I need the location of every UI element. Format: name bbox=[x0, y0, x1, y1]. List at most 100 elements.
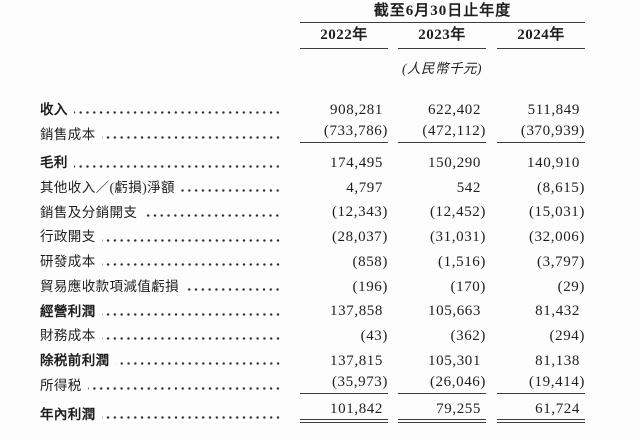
value-cell: 79,255 bbox=[398, 401, 486, 424]
value-cell: (12,343) bbox=[331, 204, 388, 221]
value-cell: (43) bbox=[360, 327, 388, 344]
table-row: 經營利潤 137,858 105,663 81,432 bbox=[40, 298, 585, 323]
dot-leader bbox=[180, 189, 281, 193]
row-label-zone: 毛利 bbox=[40, 155, 283, 171]
year-column-header: 2022年 bbox=[300, 27, 388, 49]
dot-leader bbox=[115, 362, 281, 366]
row-label-zone: 除税前利潤 bbox=[40, 353, 283, 369]
year-column-header: 2023年 bbox=[398, 27, 486, 49]
row-label-zone: 經營利潤 bbox=[40, 304, 283, 320]
period-header: 截至6月30日止年度 bbox=[300, 3, 585, 24]
table-row: 所得税 (35,973) (26,046) (19,414) bbox=[40, 372, 585, 397]
row-label: 除税前利潤 bbox=[40, 352, 110, 368]
table-row: 貿易應收款項減值虧損 (196) (170) (29) bbox=[40, 273, 585, 298]
row-label: 研發成本 bbox=[40, 254, 96, 270]
value-cell: (294) bbox=[549, 327, 585, 344]
value-cell: 4,797 bbox=[346, 179, 383, 196]
period-header-row: 截至6月30日止年度 bbox=[40, 3, 585, 24]
value-cell: (29) bbox=[557, 278, 585, 295]
value-cell: (170) bbox=[450, 278, 486, 295]
year-header-row: 2022年 2023年 2024年 bbox=[40, 27, 585, 49]
table-row: 除税前利潤 137,815 105,301 81,138 bbox=[40, 347, 585, 372]
row-label-zone: 所得税 bbox=[40, 378, 283, 394]
table-row: 其他收入／(虧損)淨額 4,797 542 (8,615) bbox=[40, 175, 585, 200]
value-cell: (31,031) bbox=[429, 229, 486, 246]
table-row: 銷售及分銷開支 (12,343) (12,452) (15,031) bbox=[40, 199, 585, 224]
dot-leader bbox=[101, 263, 281, 267]
value-cell: 140,910 bbox=[527, 155, 580, 172]
value-cell: (196) bbox=[352, 278, 388, 295]
value-cell: (733,786) bbox=[300, 123, 388, 143]
value-cell: 542 bbox=[456, 179, 481, 196]
table-row: 收入 908,281 622,402 511,849 bbox=[40, 97, 585, 122]
value-cell: (19,414) bbox=[497, 374, 585, 394]
table-row: 銷售成本 (733,786) (472,112) (370,939) bbox=[40, 121, 585, 146]
row-label: 行政開支 bbox=[40, 229, 96, 245]
dot-leader bbox=[73, 164, 281, 168]
year-column-header: 2024年 bbox=[497, 27, 585, 49]
unit-note-row: (人民幣千元) bbox=[40, 57, 585, 77]
row-label: 經營利潤 bbox=[40, 303, 96, 319]
value-cell: (370,939) bbox=[497, 123, 585, 143]
row-label-zone: 其他收入／(虧損)淨額 bbox=[40, 180, 283, 196]
dot-leader bbox=[185, 288, 281, 291]
row-label-zone: 收入 bbox=[40, 102, 283, 118]
row-label: 銷售及分銷開支 bbox=[40, 204, 138, 220]
value-cell: 81,432 bbox=[535, 303, 580, 320]
row-label: 收入 bbox=[40, 102, 68, 117]
value-cell: (362) bbox=[450, 327, 486, 344]
value-cell: (15,031) bbox=[528, 204, 585, 221]
value-cell: (35,973) bbox=[300, 374, 388, 394]
value-cell: 105,663 bbox=[428, 303, 481, 320]
value-cell: 81,138 bbox=[535, 352, 580, 369]
row-label: 所得税 bbox=[40, 377, 82, 393]
value-cell: 908,281 bbox=[330, 101, 383, 118]
value-cell: 105,301 bbox=[428, 352, 481, 369]
value-cell: (32,006) bbox=[528, 229, 585, 246]
row-label-zone: 銷售及分銷開支 bbox=[40, 205, 283, 221]
row-label-zone: 行政開支 bbox=[40, 229, 283, 245]
table-row: 年內利潤 101,842 79,255 61,724 bbox=[40, 401, 585, 427]
value-cell: (1,516) bbox=[438, 253, 486, 270]
value-cell: 511,849 bbox=[527, 101, 580, 118]
table-row: 財務成本 (43) (362) (294) bbox=[40, 323, 585, 348]
dot-leader bbox=[73, 111, 281, 115]
table-row: 研發成本 (858) (1,516) (3,797) bbox=[40, 249, 585, 274]
dot-leader bbox=[101, 238, 281, 242]
value-cell: (3,797) bbox=[537, 253, 585, 270]
value-cell: (8,615) bbox=[537, 179, 585, 196]
value-cell: (472,112) bbox=[398, 123, 486, 143]
row-label: 銷售成本 bbox=[40, 126, 96, 142]
value-cell: 61,724 bbox=[497, 401, 585, 424]
dot-leader bbox=[87, 386, 281, 390]
value-cell: 174,495 bbox=[330, 155, 383, 172]
value-cell: 622,402 bbox=[428, 101, 481, 118]
dot-leader bbox=[101, 135, 281, 139]
dot-leader bbox=[101, 312, 281, 316]
value-cell: (28,037) bbox=[331, 229, 388, 246]
value-cell: 137,858 bbox=[330, 303, 383, 320]
row-label-zone: 財務成本 bbox=[40, 328, 283, 344]
table-row: 毛利 174,495 150,290 140,910 bbox=[40, 150, 585, 175]
row-label-zone: 年內利潤 bbox=[40, 407, 283, 423]
value-cell: 150,290 bbox=[428, 155, 481, 172]
value-cell: (858) bbox=[352, 253, 388, 270]
row-label: 毛利 bbox=[40, 155, 68, 171]
statement-body: 收入 908,281 622,402 511,849 銷售成本 (733,786) (472… bbox=[40, 97, 585, 427]
table-row: 行政開支 (28,037) (31,031) (32,006) bbox=[40, 224, 585, 249]
row-label: 財務成本 bbox=[40, 328, 96, 344]
value-cell: (12,452) bbox=[429, 204, 486, 221]
dot-leader bbox=[101, 416, 281, 420]
row-label-zone: 銷售成本 bbox=[40, 127, 283, 143]
dot-leader bbox=[101, 337, 281, 341]
row-label-zone: 貿易應收款項減值虧損 bbox=[40, 279, 283, 295]
value-cell: 137,815 bbox=[330, 352, 383, 369]
row-label: 年內利潤 bbox=[40, 407, 96, 423]
value-cell: 101,842 bbox=[300, 401, 388, 424]
value-cell: (26,046) bbox=[398, 374, 486, 394]
currency-unit-note: (人民幣千元) bbox=[402, 60, 482, 76]
row-label: 其他收入／(虧損)淨額 bbox=[40, 180, 175, 196]
row-label: 貿易應收款項減值虧損 bbox=[40, 278, 179, 294]
dot-leader bbox=[143, 213, 281, 217]
